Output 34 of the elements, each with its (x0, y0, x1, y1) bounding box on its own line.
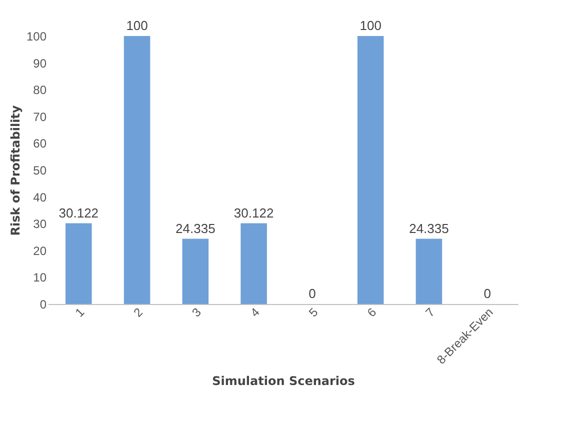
y-tick-label: 30 (33, 217, 47, 232)
y-tick-label: 50 (33, 164, 47, 178)
data-label: 24.335 (409, 220, 449, 236)
bar (240, 223, 267, 304)
x-tick-label: 4 (248, 304, 263, 320)
y-tick-label: 10 (33, 270, 47, 285)
data-label: 30.122 (234, 205, 274, 220)
x-tick-label: 1 (72, 304, 88, 320)
bar (357, 36, 384, 304)
bar (124, 36, 150, 304)
y-tick-label: 40 (33, 190, 47, 204)
x-tick-label: 6 (364, 304, 380, 320)
y-tick-label: 90 (33, 56, 47, 70)
data-label: 30.122 (58, 205, 99, 220)
bar (182, 238, 209, 304)
y-tick-label: 80 (33, 83, 47, 98)
x-tick-label: 7 (422, 304, 438, 320)
y-tick-label: 0 (40, 298, 47, 312)
x-tick-label: 5 (306, 304, 321, 320)
x-tick-label: 2 (130, 304, 146, 320)
y-tick-label: 20 (33, 244, 47, 258)
x-tick-label: 3 (189, 304, 204, 320)
x-axis-title: Simulation Scenarios (212, 374, 355, 388)
bar (416, 238, 442, 304)
y-axis-title: Risk of Profitability (8, 105, 22, 236)
y-tick-label: 100 (26, 30, 47, 44)
y-tick-label: 60 (33, 136, 47, 151)
data-label: 100 (360, 18, 382, 33)
data-label: 24.335 (176, 220, 216, 236)
data-label: 0 (308, 286, 316, 301)
y-tick-label: 70 (33, 110, 47, 124)
bar (66, 223, 92, 304)
data-label: 100 (126, 18, 148, 33)
data-label: 0 (484, 286, 491, 301)
